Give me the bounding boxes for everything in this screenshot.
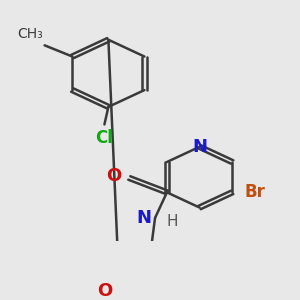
Text: Cl: Cl: [95, 129, 113, 147]
Text: O: O: [106, 167, 122, 185]
Text: O: O: [97, 282, 112, 300]
Text: Br: Br: [244, 183, 265, 201]
Text: N: N: [136, 209, 151, 227]
Text: N: N: [192, 138, 207, 156]
Text: H: H: [167, 214, 178, 230]
Text: CH₃: CH₃: [17, 27, 43, 41]
